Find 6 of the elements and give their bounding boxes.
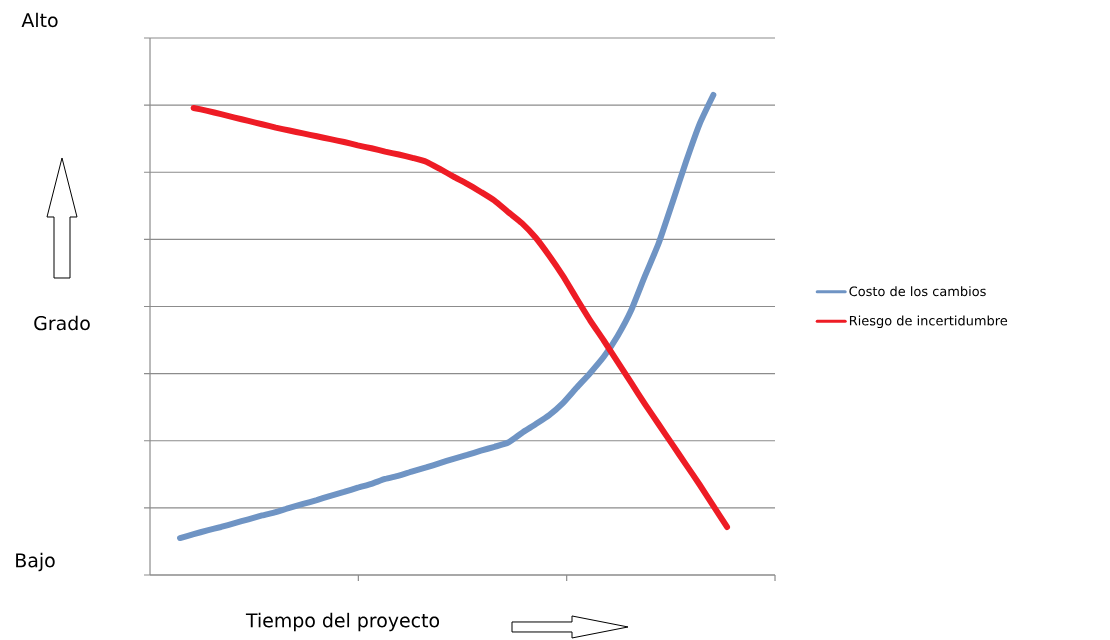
legend-label: Riesgo de incertidumbre — [849, 315, 1008, 328]
x-axis-title: Tiempo del proyecto — [245, 612, 440, 632]
text: Bajo — [16, 552, 55, 572]
y-axis-title: Grado — [34, 315, 90, 331]
text: Alto — [21, 12, 58, 28]
legend-label: Costo de los cambios — [849, 286, 986, 297]
